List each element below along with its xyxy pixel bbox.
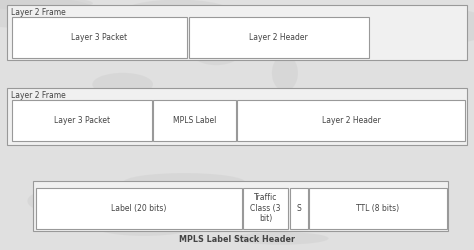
Ellipse shape [0, 0, 93, 10]
Ellipse shape [122, 0, 233, 25]
Text: Label (20 bits): Label (20 bits) [111, 204, 166, 212]
Ellipse shape [0, 0, 100, 29]
Bar [12, 18, 187, 58]
Bar [153, 100, 236, 141]
Text: S: S [296, 204, 301, 212]
Text: Layer 3 Packet: Layer 3 Packet [72, 33, 128, 42]
Bar [36, 188, 242, 229]
Text: Layer 2 Frame: Layer 2 Frame [11, 90, 66, 100]
Bar [309, 188, 447, 229]
Ellipse shape [272, 55, 298, 91]
Bar [7, 88, 467, 145]
Ellipse shape [233, 232, 328, 245]
Ellipse shape [44, 109, 72, 144]
Ellipse shape [190, 188, 328, 219]
Bar [290, 188, 308, 229]
Text: Layer 3 Packet: Layer 3 Packet [54, 116, 110, 125]
Ellipse shape [27, 192, 56, 210]
Bar [33, 181, 448, 231]
Bar [189, 18, 369, 58]
Ellipse shape [398, 9, 474, 44]
Text: MPLS Label: MPLS Label [173, 116, 216, 125]
Ellipse shape [107, 111, 182, 127]
Text: Layer 2 Header: Layer 2 Header [249, 33, 308, 42]
Text: TTL (8 bits): TTL (8 bits) [356, 204, 399, 212]
Bar [243, 188, 288, 229]
Ellipse shape [192, 42, 240, 65]
Ellipse shape [123, 173, 245, 191]
Bar [12, 100, 152, 141]
Ellipse shape [261, 206, 319, 224]
Ellipse shape [372, 190, 417, 203]
Ellipse shape [113, 98, 154, 130]
Bar [7, 5, 467, 60]
Ellipse shape [92, 215, 197, 236]
Text: Layer 2 Header: Layer 2 Header [322, 116, 381, 125]
Text: Traffic
Class (3
bit): Traffic Class (3 bit) [250, 193, 281, 223]
Text: MPLS Label Stack Header: MPLS Label Stack Header [179, 235, 295, 244]
Ellipse shape [92, 73, 153, 96]
Text: Layer 2 Frame: Layer 2 Frame [11, 8, 66, 17]
Bar [237, 100, 465, 141]
Ellipse shape [59, 194, 89, 228]
